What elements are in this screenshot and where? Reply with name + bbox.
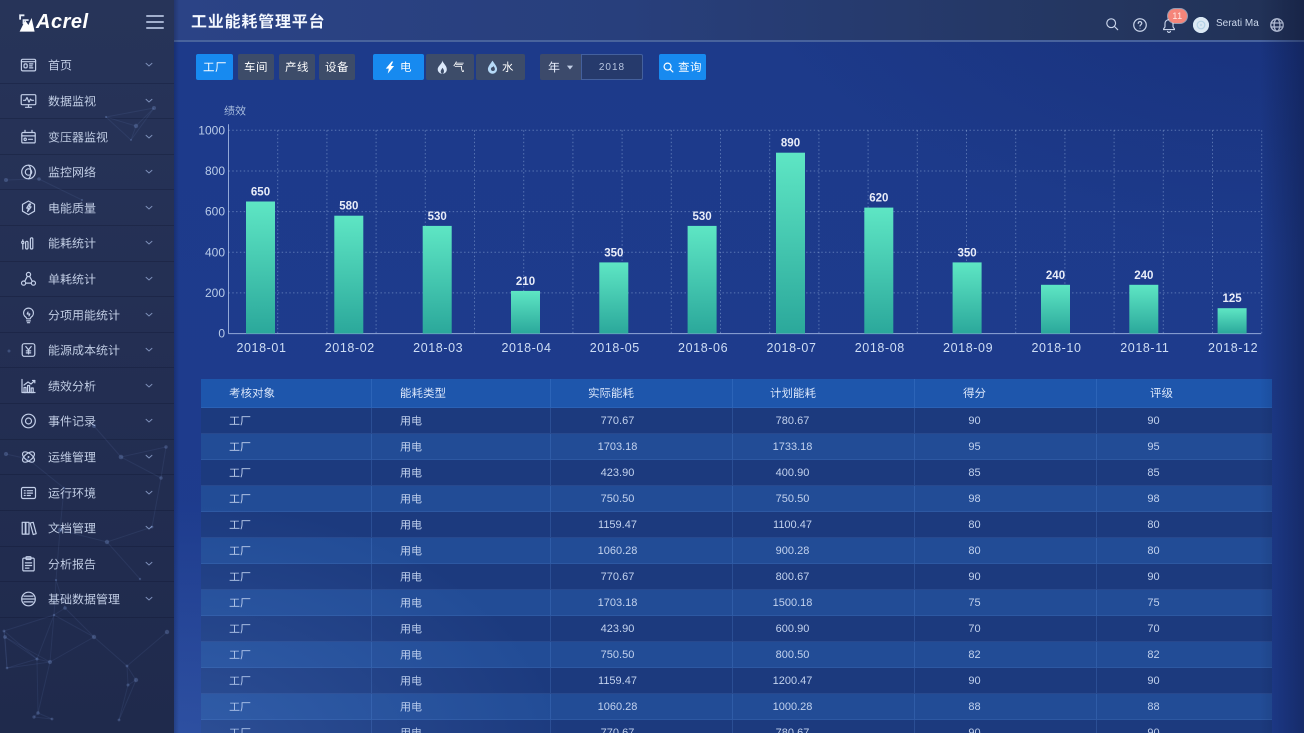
svg-text:530: 530	[428, 211, 447, 223]
svg-text:400: 400	[205, 245, 225, 259]
svg-text:200: 200	[205, 286, 225, 300]
svg-text:530: 530	[693, 211, 712, 223]
svg-text:1000: 1000	[198, 123, 225, 137]
svg-text:350: 350	[604, 247, 623, 259]
svg-text:2018-06: 2018-06	[678, 341, 728, 355]
svg-text:2018-04: 2018-04	[501, 341, 551, 355]
svg-text:240: 240	[1046, 270, 1065, 282]
svg-text:350: 350	[958, 247, 977, 259]
svg-text:125: 125	[1223, 293, 1243, 305]
svg-text:0: 0	[218, 327, 225, 341]
svg-text:2018-02: 2018-02	[325, 341, 375, 355]
svg-text:2018-01: 2018-01	[236, 341, 286, 355]
svg-text:2018-09: 2018-09	[943, 341, 993, 355]
svg-text:800: 800	[205, 164, 225, 178]
svg-text:2018-03: 2018-03	[413, 341, 463, 355]
svg-text:2018-05: 2018-05	[590, 341, 640, 355]
svg-text:600: 600	[205, 205, 225, 219]
svg-text:2018-12: 2018-12	[1208, 341, 1258, 355]
svg-text:890: 890	[781, 138, 800, 150]
svg-text:650: 650	[251, 187, 270, 199]
svg-text:2018-07: 2018-07	[766, 341, 816, 355]
svg-text:2018-08: 2018-08	[855, 341, 905, 355]
svg-text:240: 240	[1134, 270, 1153, 282]
svg-text:210: 210	[516, 276, 535, 288]
svg-text:580: 580	[339, 201, 358, 213]
svg-text:2018-11: 2018-11	[1120, 341, 1169, 355]
svg-text:620: 620	[869, 193, 888, 205]
svg-text:2018-10: 2018-10	[1031, 341, 1081, 355]
